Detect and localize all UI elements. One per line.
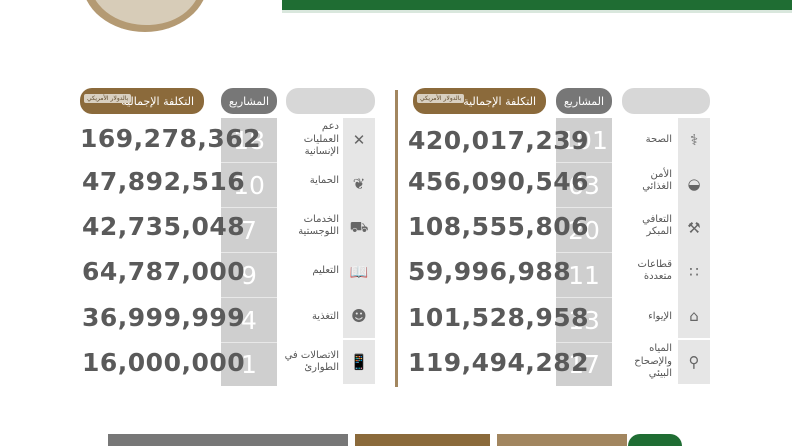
cost-value: 16,000,000 [82,347,246,377]
projects-count: 17 [568,349,600,379]
left-projects-header: المشاريع [221,88,277,114]
projects-count: 11 [568,260,600,290]
book-icon: 📖 [343,250,375,294]
cost-value: 169,278,362 [80,123,262,153]
sector-label: التغذية [311,310,339,322]
sector-label: الحماية [309,174,339,186]
tools-icon: ✕ [343,118,375,162]
antenna-phone-icon: 📱 [343,340,375,384]
sector-label: التعافي المبكر [642,213,672,238]
dots-icon: ∷ [678,250,710,294]
right-cost-header: بالدولار الأمريكي التكلفة الإجمالية [413,88,546,114]
food-bowl-icon: ◒ [678,162,710,206]
cost-value: 64,787,000 [82,256,246,286]
cost-value: 47,892,516 [82,166,246,196]
cost-value: 108,555,806 [408,211,590,241]
left-cost-header: بالدولار الأمريكي التكلفة الإجمالية [80,88,204,114]
cost-value: 36,999,999 [82,302,246,332]
cost-value: 42,735,048 [82,211,246,241]
projects-count: 4 [241,305,257,335]
nutrition-icon: ☻ [343,294,375,338]
center-divider [395,90,398,387]
bottom-green-bar [628,434,682,446]
cost-value: 420,017,239 [408,125,590,155]
sector-label: قطاعات متعددة [637,258,672,283]
usd-tag: بالدولار الأمريكي [84,94,132,103]
map-land-shape [82,0,208,32]
projects-count: 101 [560,125,608,155]
hammer-icon: ⚒ [678,206,710,250]
left-sector-header [286,88,375,114]
sector-label: المياه والإصحاح البيئي [634,343,672,380]
projects-count: 9 [241,260,257,290]
sector-label: الإيواء [648,310,672,322]
top-green-banner [282,0,792,12]
sector-label: الصحة [645,133,672,145]
cost-value: 59,996,988 [408,256,572,286]
sector-label: التعليم [312,264,339,276]
cost-value: 119,494,282 [408,347,590,377]
bottom-count-bar [497,434,627,446]
bottom-total-bar [108,434,348,446]
cost-header-label: التكلفة الإجمالية [463,94,536,108]
caduceus-icon: ⚕ [678,118,710,162]
projects-count: 7 [241,215,257,245]
cost-value: 101,528,958 [408,302,590,332]
map-graphic [82,0,208,32]
sector-label: دعم العمليات الإنسانية [303,121,339,158]
projects-count: 13 [568,305,600,335]
bottom-projects-bar [355,434,490,446]
projects-count: 20 [568,215,600,245]
protection-hands-icon: ❦ [343,162,375,206]
projects-count: 63 [568,170,600,200]
shelter-icon: ⌂ [678,294,710,338]
projects-count: 18 [233,125,265,155]
sector-label: الاتصالات في الطوارئ [284,349,339,374]
right-sector-header [622,88,710,114]
cost-header-label: التكلفة الإجمالية [121,94,194,108]
car-icon: ⛟ [343,206,375,250]
right-projects-column: 101 63 20 11 13 17 [556,118,612,386]
sector-label: الأمن الغذائي [642,168,672,193]
top-banner-strip [282,10,792,13]
sector-label: الخدمات اللوجستية [298,213,339,238]
projects-count: 10 [233,170,265,200]
usd-tag: بالدولار الأمريكي [417,94,465,103]
cost-value: 456,090,546 [408,166,590,196]
left-projects-column: 18 10 7 9 4 1 [221,118,277,386]
right-projects-header: المشاريع [556,88,612,114]
projects-count: 1 [241,349,257,379]
water-tap-icon: ⚲ [678,340,710,384]
